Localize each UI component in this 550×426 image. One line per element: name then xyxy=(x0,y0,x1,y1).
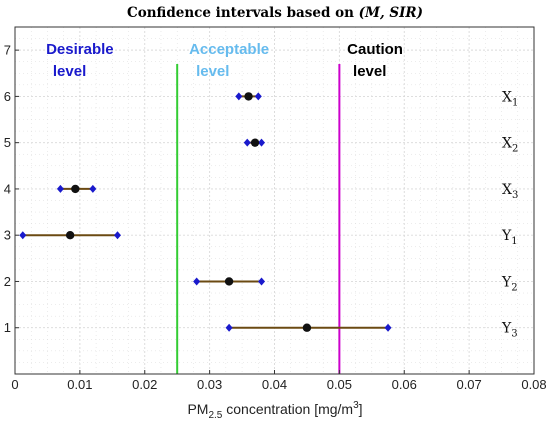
y-tick-label: 6 xyxy=(4,89,11,104)
zone-label-level: level xyxy=(196,63,229,80)
x-tick-label: 0.01 xyxy=(67,377,92,392)
y-tick-label: 3 xyxy=(4,228,11,243)
x-tick-label: 0.08 xyxy=(521,377,546,392)
x-axis-label: PM2.5 concentration [mg/m3] xyxy=(187,400,362,421)
interval-endpoint xyxy=(258,138,266,147)
interval-endpoint xyxy=(56,184,64,193)
x-tick-label: 0.04 xyxy=(262,377,287,392)
x-tick-label: 0.07 xyxy=(456,377,481,392)
x-tick-label: 0.03 xyxy=(197,377,222,392)
median-point xyxy=(250,138,260,147)
row-labels: X1 X2 X3 Y1 Y2 Y3 xyxy=(501,89,518,339)
row-label: X2 xyxy=(502,136,518,155)
interval-endpoint xyxy=(235,92,243,101)
interval-endpoint xyxy=(258,277,266,286)
thresholds xyxy=(176,64,341,374)
x-tick-label: 0.05 xyxy=(327,377,352,392)
zone-label: Acceptable xyxy=(189,41,269,58)
median-point xyxy=(302,323,312,332)
interval-endpoint xyxy=(384,323,392,332)
row-label: Y2 xyxy=(501,274,518,293)
row-label: Y3 xyxy=(501,321,518,340)
x-tick-label: 0.06 xyxy=(392,377,417,392)
y-tick-label: 5 xyxy=(4,135,11,150)
median-point xyxy=(71,184,80,194)
y-axis-ticks: 1 2 3 4 5 6 7 xyxy=(4,43,19,335)
interval-endpoint xyxy=(193,277,201,286)
interval-endpoint xyxy=(225,323,233,332)
zone-labels: Desirable level Acceptable level Caution leve… xyxy=(46,41,403,80)
confidence-intervals xyxy=(19,92,392,332)
median-point xyxy=(224,277,234,286)
row-label: Y1 xyxy=(501,228,518,247)
zone-label: Caution xyxy=(347,41,403,58)
median-point xyxy=(65,231,75,240)
grid xyxy=(14,26,535,375)
zone-label-level: level xyxy=(53,63,86,80)
interval-endpoint xyxy=(19,231,27,240)
row-label: X3 xyxy=(502,182,518,201)
interval-endpoint xyxy=(243,138,251,147)
y-tick-label: 2 xyxy=(4,274,11,289)
zone-label-level: level xyxy=(353,63,386,80)
x-tick-label: 0 xyxy=(11,377,18,392)
x-axis-ticks: 0 0.01 0.02 0.03 0.04 0.05 0.06 0.07 0.08 xyxy=(11,370,547,392)
row-label: X1 xyxy=(502,89,518,108)
y-tick-label: 7 xyxy=(4,43,11,58)
interval-endpoint xyxy=(89,184,97,193)
y-tick-label: 1 xyxy=(4,320,11,335)
interval-endpoint xyxy=(254,92,262,101)
zone-label: Desirable xyxy=(46,41,114,58)
interval-endpoint xyxy=(114,231,122,240)
y-tick-label: 4 xyxy=(4,181,11,196)
median-point xyxy=(244,92,253,101)
chart-title: Confidence intervals based on (M, SIR) xyxy=(127,5,423,21)
x-tick-label: 0.02 xyxy=(132,377,157,392)
